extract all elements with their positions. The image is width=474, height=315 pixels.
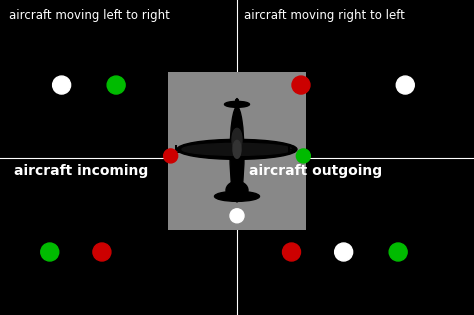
Circle shape	[389, 243, 407, 261]
Circle shape	[296, 149, 310, 163]
Ellipse shape	[182, 143, 292, 155]
Text: aircraft outgoing: aircraft outgoing	[249, 164, 382, 178]
Ellipse shape	[215, 191, 259, 201]
Circle shape	[396, 76, 414, 94]
Circle shape	[53, 76, 71, 94]
Ellipse shape	[226, 181, 248, 199]
Ellipse shape	[177, 139, 297, 159]
Circle shape	[292, 76, 310, 94]
FancyArrow shape	[236, 98, 238, 104]
Circle shape	[164, 149, 178, 163]
Circle shape	[41, 243, 59, 261]
Text: aircraft incoming: aircraft incoming	[14, 164, 148, 178]
Ellipse shape	[233, 140, 241, 158]
Ellipse shape	[232, 128, 242, 150]
Circle shape	[230, 209, 244, 223]
Circle shape	[283, 243, 301, 261]
Circle shape	[335, 243, 353, 261]
Text: R: R	[287, 145, 296, 155]
Circle shape	[107, 76, 125, 94]
Bar	[168, 72, 306, 230]
Text: aircraft moving right to left: aircraft moving right to left	[244, 9, 405, 22]
Text: aircraft moving left to right: aircraft moving left to right	[9, 9, 170, 22]
Circle shape	[93, 243, 111, 261]
Ellipse shape	[230, 107, 244, 202]
Ellipse shape	[225, 101, 249, 107]
Text: L: L	[174, 145, 181, 155]
